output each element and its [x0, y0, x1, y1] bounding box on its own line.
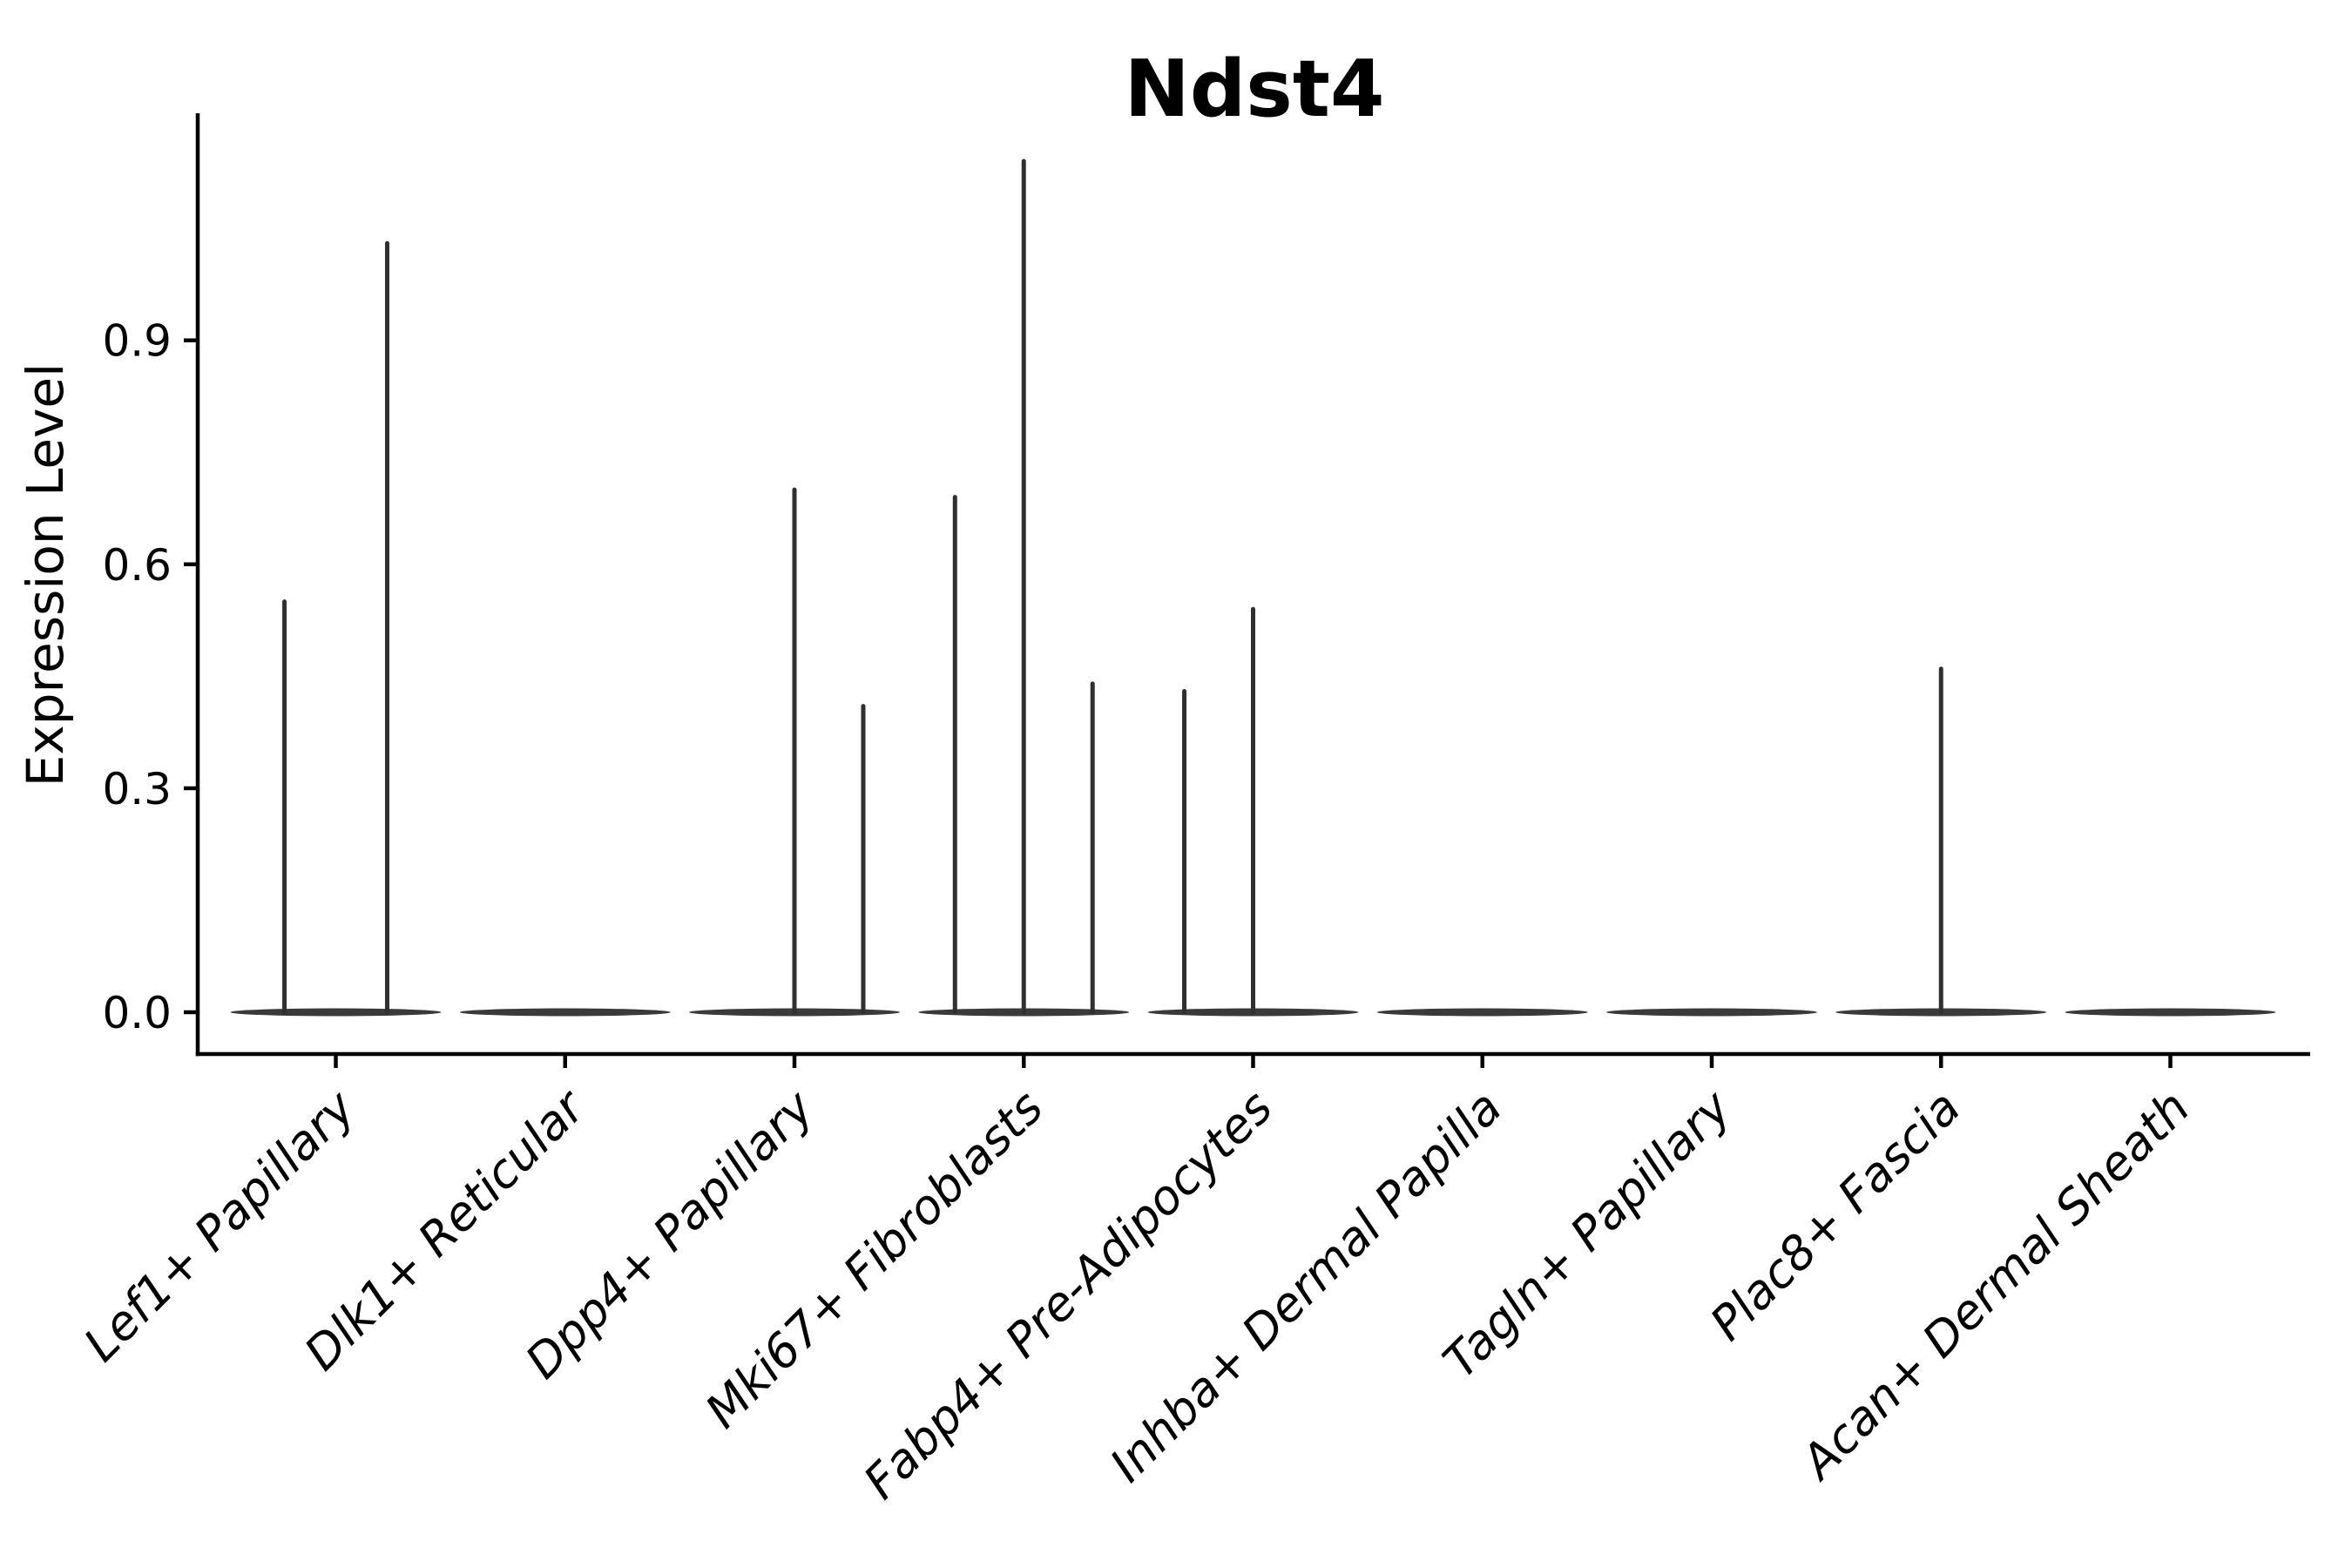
y-tick-label: 0.6 — [102, 540, 172, 591]
violin-base — [1606, 1008, 1817, 1017]
y-tick-label: 0.0 — [102, 988, 172, 1038]
violin-base — [2065, 1008, 2276, 1017]
x-tick-label: Fabp4+ Pre-Adipocytes — [853, 1080, 1282, 1510]
chart-title: Ndst4 — [1125, 44, 1385, 135]
violin-base — [1376, 1008, 1588, 1017]
violin-base — [459, 1008, 671, 1017]
y-axis-label: Expression Level — [16, 363, 75, 787]
x-tick-label: Acan+ Dermal Sheath — [1789, 1080, 2200, 1491]
y-tick-label: 0.3 — [102, 764, 172, 814]
y-tick-label: 0.9 — [102, 316, 172, 367]
x-tick-label: Inhba+ Dermal Papilla — [1099, 1080, 1512, 1493]
violin-base — [230, 1008, 442, 1017]
